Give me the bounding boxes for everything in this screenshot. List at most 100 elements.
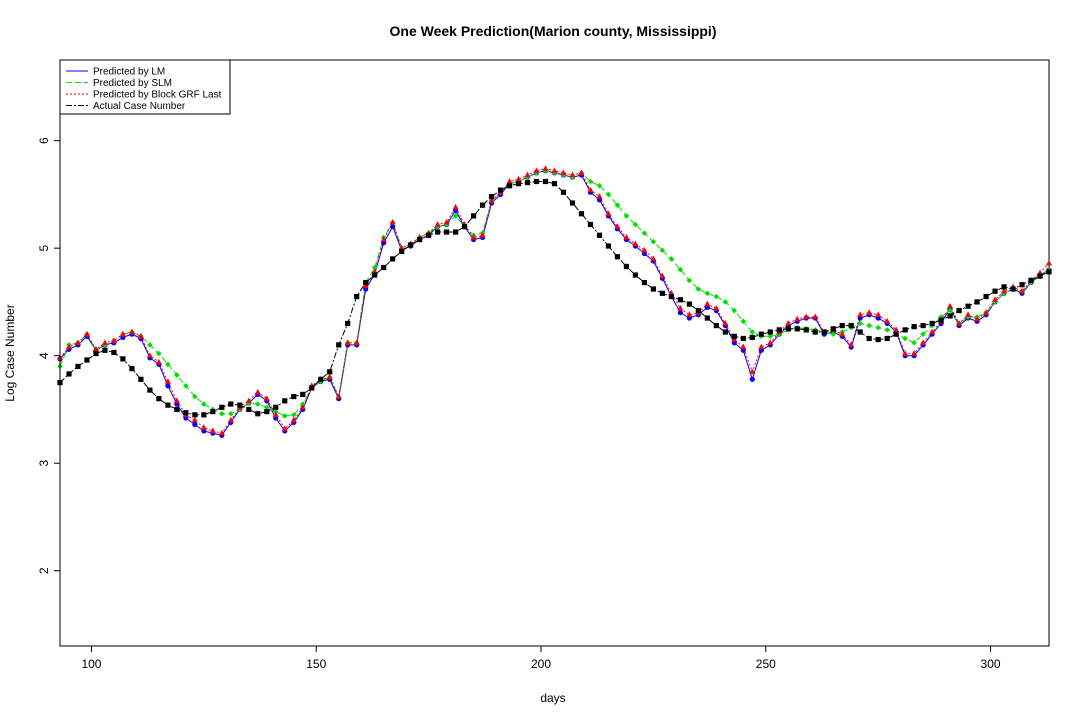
data-point-s2 — [353, 339, 360, 345]
data-point-s2 — [470, 234, 477, 240]
data-point-s3 — [668, 293, 674, 300]
data-point-s1 — [587, 178, 594, 185]
y-tick-label: 5 — [37, 245, 51, 252]
data-point-s3 — [345, 320, 351, 327]
data-point-s2 — [686, 311, 693, 318]
data-point-s1 — [731, 307, 738, 314]
data-point-s3 — [740, 335, 746, 342]
data-point-s1 — [192, 393, 198, 400]
data-point-s2 — [614, 223, 621, 229]
data-point-s2 — [146, 352, 153, 358]
data-point-s3 — [435, 229, 441, 235]
data-point-s3 — [120, 356, 126, 362]
data-point-s2 — [92, 345, 99, 352]
data-point-s3 — [560, 189, 567, 195]
data-point-s3 — [875, 336, 881, 343]
data-point-s2 — [812, 313, 819, 320]
data-point-s2 — [749, 368, 756, 375]
data-point-s3 — [929, 320, 935, 327]
data-point-s1 — [281, 413, 288, 419]
data-point-s1 — [255, 401, 261, 407]
data-point-s3 — [408, 242, 414, 248]
y-tick-label: 3 — [37, 460, 51, 467]
data-point-s2 — [335, 393, 342, 399]
data-point-s2 — [578, 169, 585, 176]
data-point-s3 — [974, 299, 980, 305]
x-tick-label: 100 — [81, 657, 101, 671]
data-point-s3 — [102, 347, 108, 353]
legend-label-0: Predicted by LM — [93, 67, 165, 78]
data-point-s1 — [704, 290, 711, 297]
data-point-s1 — [722, 299, 729, 305]
data-point-s2 — [542, 165, 549, 171]
data-point-s3 — [776, 327, 782, 333]
data-point-s2 — [164, 378, 171, 384]
data-point-s2 — [956, 320, 963, 326]
data-point-s2 — [128, 328, 135, 335]
data-point-s2 — [434, 221, 441, 227]
data-point-s3 — [911, 324, 917, 330]
data-point-s3 — [902, 327, 908, 333]
data-point-s1 — [290, 412, 297, 418]
data-point-s3 — [1037, 273, 1043, 279]
data-point-s2 — [1019, 287, 1026, 294]
x-tick-label: 200 — [531, 657, 551, 671]
data-point-s1 — [749, 329, 756, 335]
data-point-s2 — [83, 330, 90, 337]
data-point-s3 — [821, 329, 827, 335]
data-point-s3 — [884, 335, 890, 342]
data-point-s0 — [749, 376, 755, 382]
data-point-s3 — [758, 331, 764, 337]
data-point-s3 — [866, 335, 872, 342]
data-point-s2 — [110, 337, 117, 343]
data-point-s2 — [767, 339, 774, 345]
data-point-s3 — [893, 331, 899, 337]
data-point-s2 — [659, 272, 666, 279]
data-point-s3 — [497, 187, 504, 193]
data-point-s2 — [344, 339, 351, 345]
data-point-s3 — [785, 326, 791, 332]
data-point-s3 — [336, 342, 342, 348]
data-point-s1 — [452, 213, 459, 219]
x-tick-label: 150 — [306, 657, 326, 671]
data-point-s3 — [147, 387, 153, 393]
x-axis: 100 150 200 250 300 — [81, 645, 1001, 671]
data-point-s3 — [399, 248, 405, 254]
data-point-s2 — [173, 397, 180, 404]
data-point-s1 — [219, 410, 225, 417]
data-point-s0 — [192, 421, 198, 428]
data-point-s3 — [75, 363, 81, 370]
data-point-s3 — [156, 396, 162, 402]
data-point-s3 — [372, 272, 378, 278]
data-point-s3 — [812, 329, 818, 335]
data-point-s2 — [560, 169, 567, 176]
data-point-s3 — [515, 181, 522, 187]
data-point-s2 — [263, 395, 270, 401]
data-point-s3 — [542, 178, 549, 185]
legend-label-2: Predicted by Block GRF Last — [93, 90, 222, 101]
data-point-s2 — [227, 416, 234, 423]
data-point-s1 — [866, 322, 872, 329]
data-point-s2 — [506, 178, 513, 184]
data-point-s1 — [677, 266, 684, 273]
data-point-s1 — [884, 327, 890, 333]
data-point-s2 — [974, 315, 981, 322]
data-point-s3 — [1001, 284, 1007, 290]
data-point-s3 — [767, 329, 773, 335]
data-point-s1 — [147, 342, 153, 348]
data-point-s3 — [830, 326, 836, 332]
data-point-s3 — [84, 357, 90, 363]
data-point-s2 — [209, 427, 216, 434]
data-point-s3 — [992, 288, 998, 294]
data-point-s1 — [263, 404, 270, 411]
data-point-s1 — [165, 361, 171, 368]
data-point-s2 — [281, 425, 288, 432]
data-point-s1 — [650, 238, 657, 245]
data-point-s3 — [803, 327, 809, 333]
legend-label-1: Predicted by SLM — [93, 78, 172, 89]
data-point-s1 — [605, 191, 612, 198]
data-point-s3 — [66, 371, 72, 377]
data-point-s2 — [200, 424, 207, 430]
data-point-s3 — [129, 365, 135, 372]
